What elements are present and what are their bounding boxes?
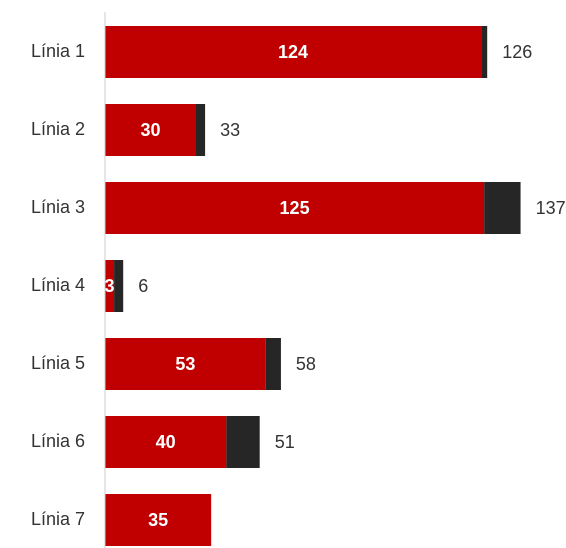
y-tick-label: Línia 6: [31, 431, 85, 451]
total-label: 33: [220, 120, 240, 140]
total-label: 6: [138, 276, 148, 296]
y-tick-label: Línia 3: [31, 197, 85, 217]
bar-value-label: 3: [105, 276, 115, 296]
bar-segment: [481, 26, 488, 78]
y-tick-label: Línia 7: [31, 509, 85, 529]
total-label: 58: [296, 354, 316, 374]
bar-segment: [105, 26, 482, 78]
y-tick-label: Línia 1: [31, 41, 85, 61]
bar-value-label: 30: [140, 120, 160, 140]
y-tick-label: Línia 2: [31, 119, 85, 139]
bar-segment: [105, 416, 227, 468]
bar-segment: [105, 338, 266, 390]
bar-segment: [105, 182, 485, 234]
bar-value-label: 53: [175, 354, 195, 374]
bar-value-label: 125: [280, 198, 310, 218]
total-label: 126: [502, 42, 532, 62]
total-label: 137: [536, 198, 566, 218]
bar-value-label: 40: [156, 432, 176, 452]
bar-value-label: 124: [278, 42, 308, 62]
bar-segment: [484, 182, 521, 234]
bar-segment: [196, 104, 206, 156]
bar-segment: [105, 260, 115, 312]
bar-segment: [105, 104, 196, 156]
bar-value-label: 35: [148, 510, 168, 530]
y-tick-label: Línia 5: [31, 353, 85, 373]
bar-segment: [105, 494, 212, 546]
bar-segment: [226, 416, 260, 468]
bar-segment: [114, 260, 124, 312]
bar-segment: [265, 338, 281, 390]
y-tick-label: Línia 4: [31, 275, 85, 295]
total-label: 51: [275, 432, 295, 452]
